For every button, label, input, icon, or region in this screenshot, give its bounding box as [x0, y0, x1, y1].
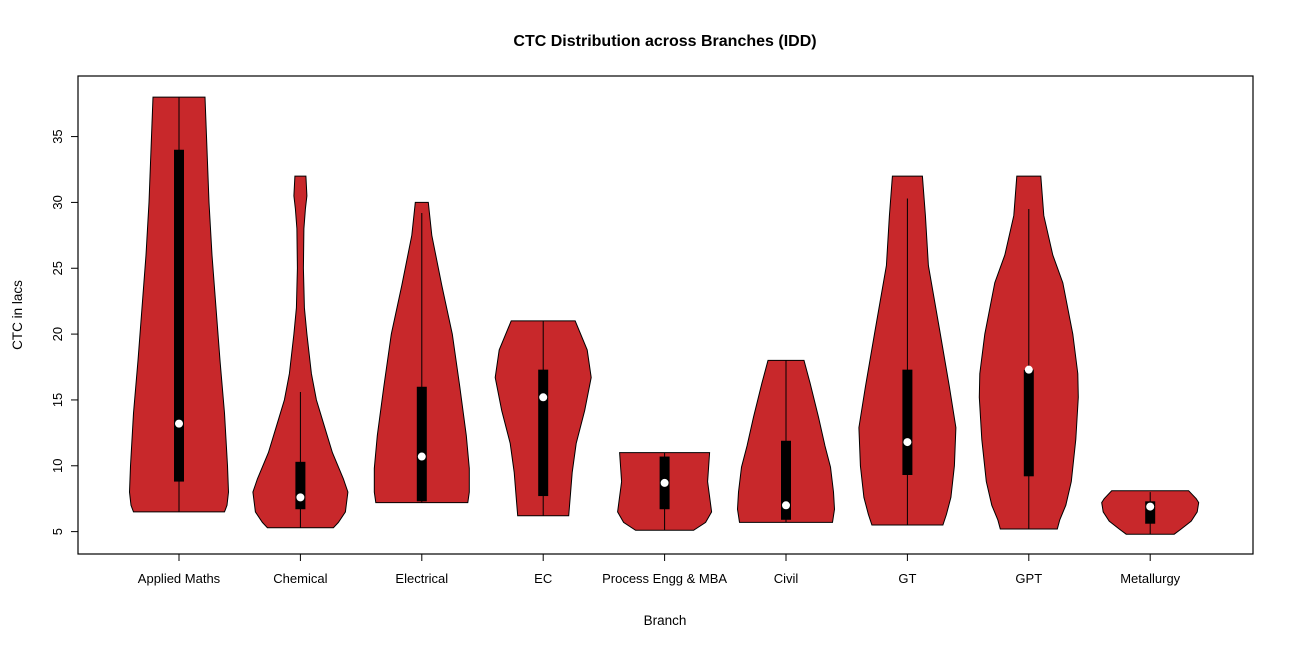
iqr-box [1023, 369, 1034, 477]
x-axis-label: Branch [644, 613, 687, 628]
x-tick-label-chemical: Chemical [273, 571, 327, 586]
violin-chemical [252, 175, 349, 529]
iqr-box [538, 369, 549, 497]
x-tick-label-gpt: GPT [1015, 571, 1042, 586]
median-dot [175, 419, 183, 428]
y-tick-label: 5 [50, 528, 65, 535]
median-dot [1024, 365, 1033, 374]
violin-applied-maths [128, 96, 230, 513]
median-dot [903, 438, 912, 447]
x-tick-label-ec: EC [534, 571, 552, 586]
violin-ec [494, 320, 592, 517]
violin-process-engg-mba [617, 452, 713, 531]
violin-shape [252, 175, 349, 529]
median-dot [1146, 502, 1155, 511]
iqr-box [902, 369, 913, 475]
y-tick-label: 25 [50, 261, 65, 275]
iqr-box [174, 149, 184, 482]
violin-metallurgy [1101, 490, 1200, 535]
x-tick-label-process-engg-mba: Process Engg & MBA [602, 571, 727, 586]
iqr-box [295, 461, 306, 510]
median-dot [296, 493, 305, 502]
median-dot [539, 393, 548, 402]
y-tick-label: 20 [50, 327, 65, 341]
median-dot [782, 501, 790, 510]
violin-gt [858, 175, 957, 526]
median-dot [417, 452, 426, 461]
violin-gpt [978, 175, 1079, 530]
y-tick-label: 15 [50, 393, 65, 407]
median-dot [660, 478, 669, 487]
violin-electrical [373, 201, 470, 504]
iqr-box [781, 440, 791, 520]
x-tick-label-gt: GT [898, 571, 916, 586]
y-tick-label: 35 [50, 129, 65, 143]
plot-frame [77, 75, 1254, 555]
x-tick-label-metallurgy: Metallurgy [1120, 571, 1180, 586]
iqr-box [416, 386, 427, 502]
y-tick-label: 10 [50, 459, 65, 473]
chart-title: CTC Distribution across Branches (IDD) [513, 33, 816, 50]
x-tick-label-applied-maths: Applied Maths [138, 571, 221, 586]
y-axis-label: CTC in lacs [10, 280, 25, 350]
violin-civil [736, 359, 836, 523]
x-tick-label-civil: Civil [774, 571, 799, 586]
y-tick-label: 30 [50, 195, 65, 209]
iqr-box [1145, 501, 1156, 524]
x-tick-label-electrical: Electrical [395, 571, 448, 586]
